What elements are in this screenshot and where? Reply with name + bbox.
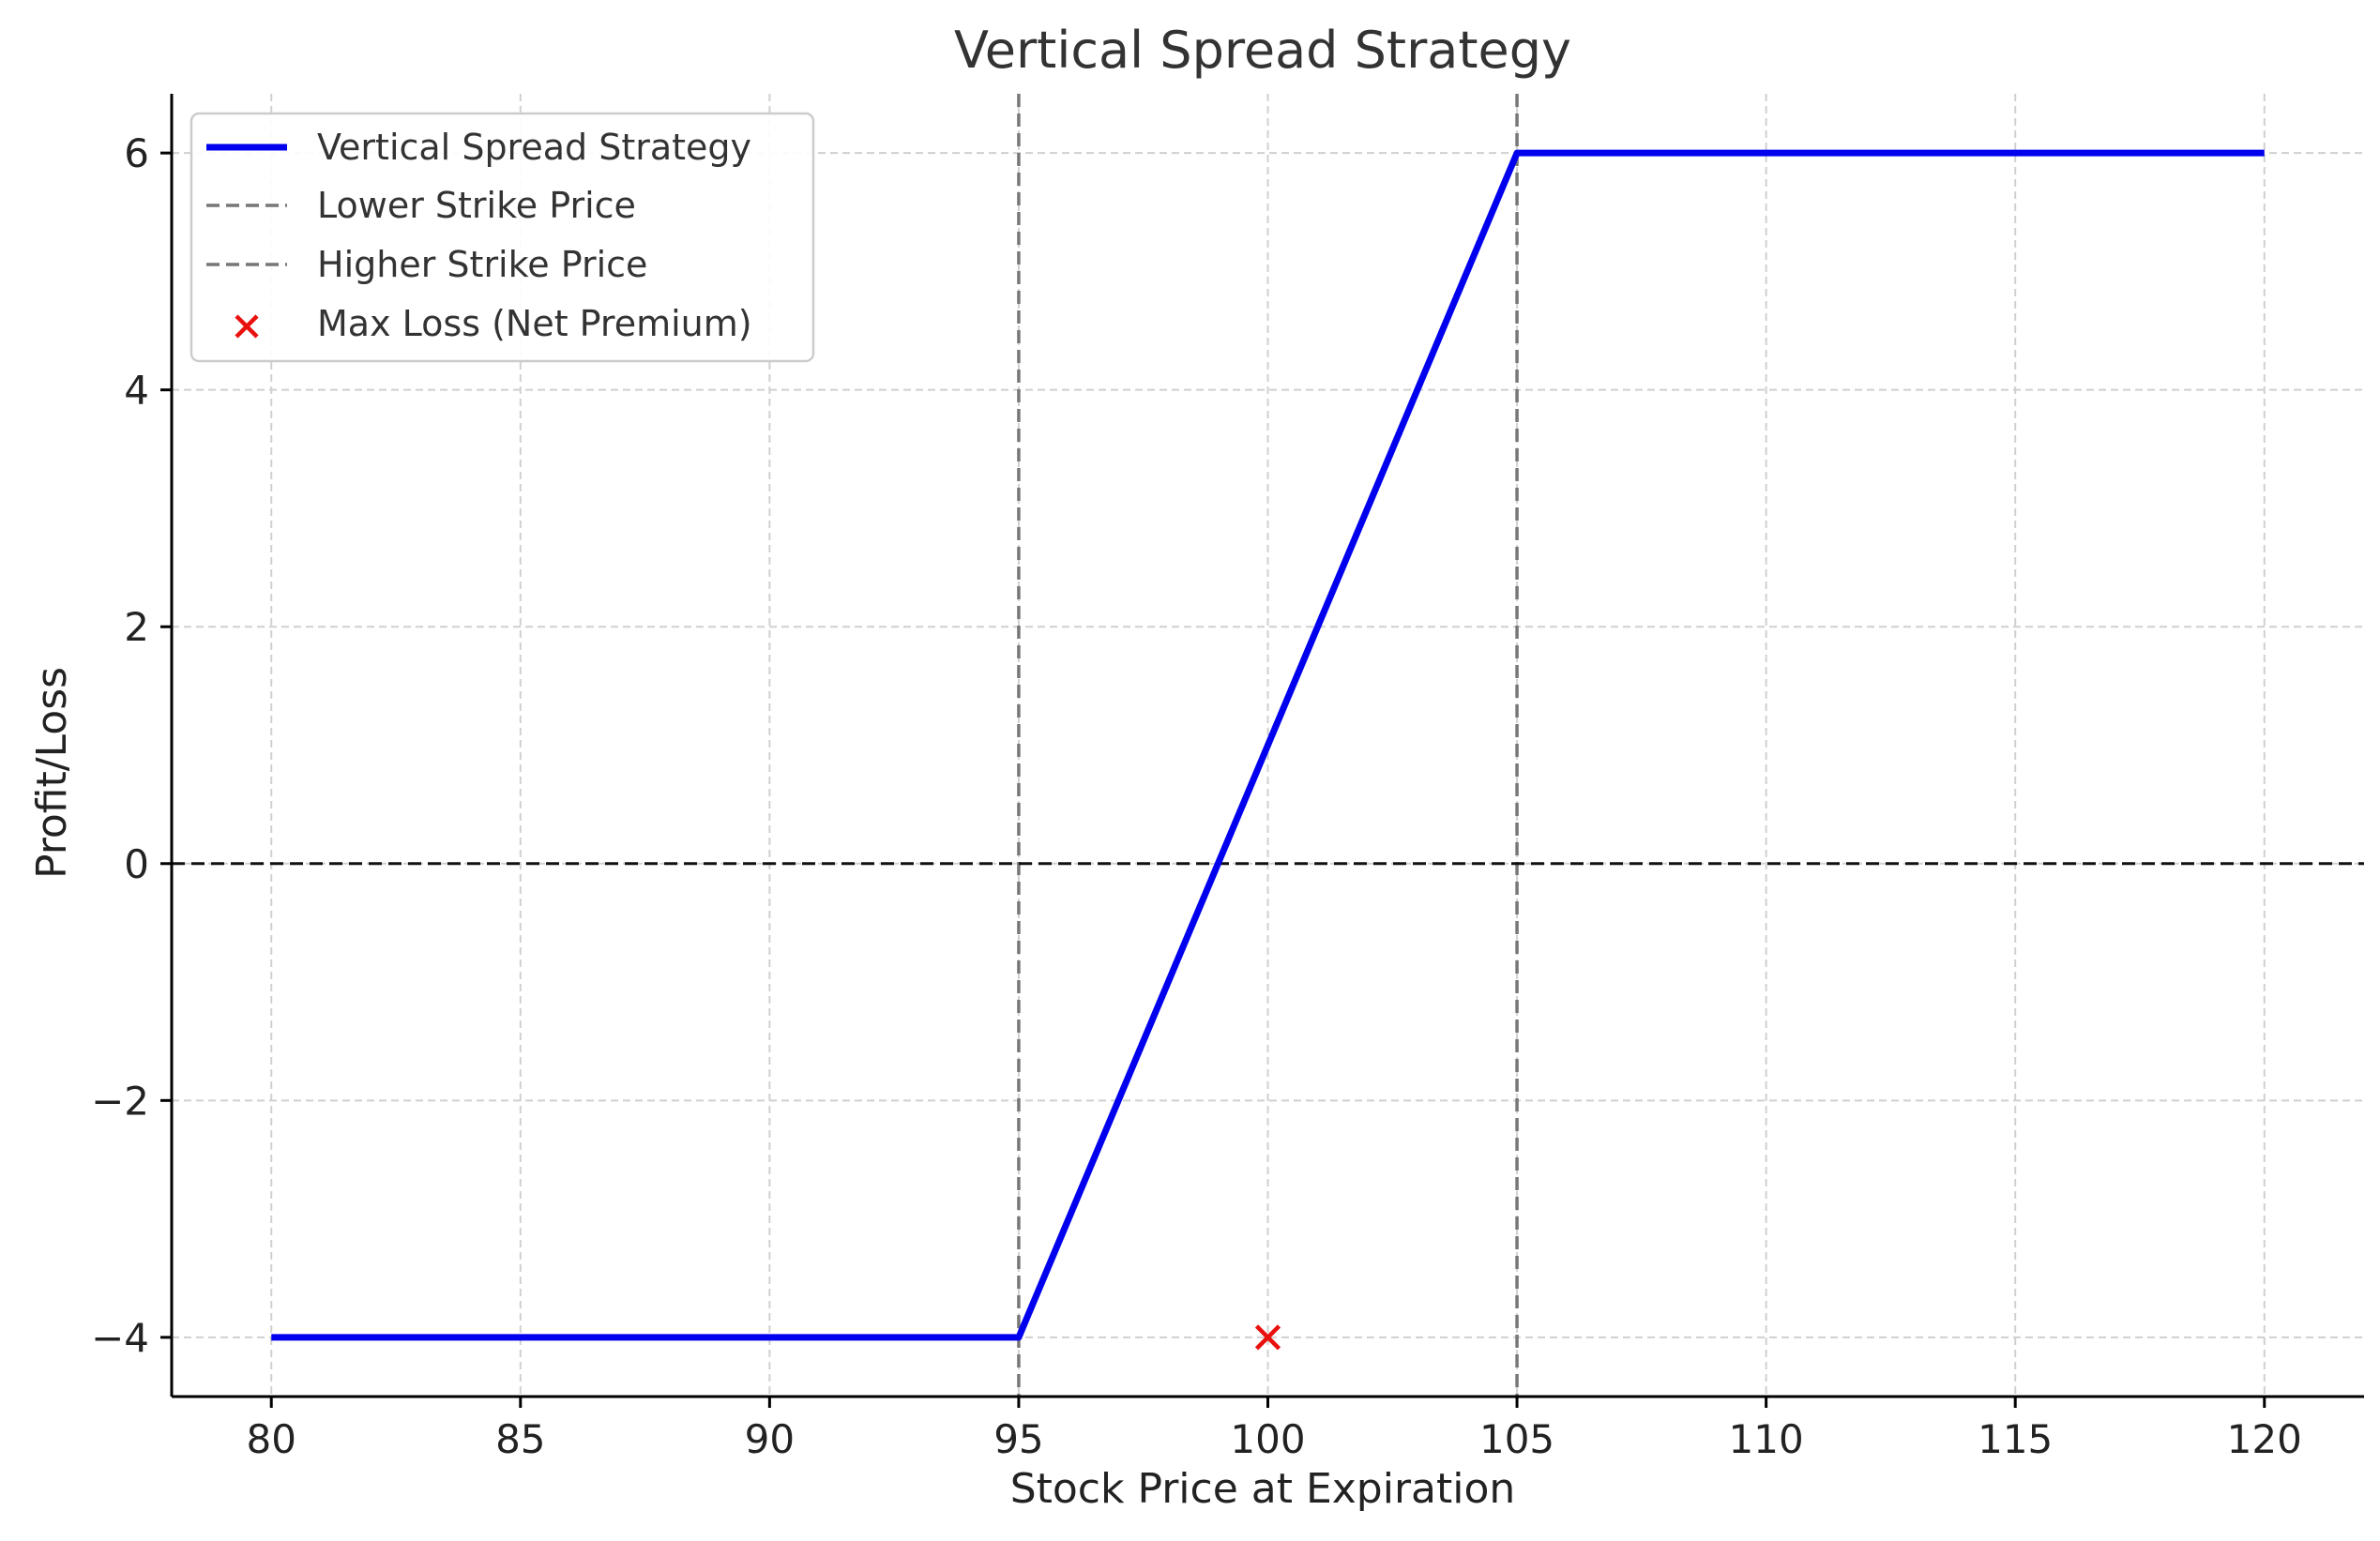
legend-label: Max Loss (Net Premium) <box>317 303 752 344</box>
x-axis-label: Stock Price at Expiration <box>1010 1465 1516 1513</box>
x-tick-label: 120 <box>2227 1416 2302 1462</box>
x-tick-label: 110 <box>1729 1416 1804 1462</box>
legend-label: Vertical Spread Strategy <box>317 127 751 168</box>
x-tick-label: 95 <box>993 1416 1043 1462</box>
legend-swatch-marker-stroke-b <box>235 314 259 339</box>
reference-lines <box>172 94 2364 1397</box>
legend-swatch-marker <box>235 314 259 339</box>
x-tick-label: 100 <box>1230 1416 1305 1462</box>
y-tick-label: −2 <box>91 1078 149 1124</box>
legend-label: Lower Strike Price <box>317 185 636 226</box>
ticks: 80 85 90 95 100 105 110 115 120 −4 −2 0 2 4 6 <box>91 130 2302 1462</box>
y-tick-label: −4 <box>91 1315 149 1361</box>
x-tick-label: 80 <box>247 1416 296 1462</box>
marker-point-1-stroke-b <box>1254 1324 1281 1351</box>
y-axis-label: Profit/Loss <box>28 667 76 879</box>
marker-point-1 <box>1254 1324 1281 1351</box>
legend-entry-2: Lower Strike Price <box>206 185 636 226</box>
legend-entry-3: Higher Strike Price <box>206 244 647 285</box>
legend: Vertical Spread Strategy Lower Strike Pri… <box>189 112 815 363</box>
chart-title: Vertical Spread Strategy <box>954 21 1571 80</box>
series-line-1 <box>271 149 2265 1341</box>
x-tick-label: 85 <box>495 1416 545 1462</box>
legend-entry-1: Vertical Spread Strategy <box>206 127 751 168</box>
y-tick-label: 4 <box>124 368 149 414</box>
legend-box <box>189 112 815 363</box>
y-tick-label: 6 <box>124 130 149 176</box>
y-tick-label: 2 <box>124 604 149 650</box>
x-tick-label: 115 <box>1978 1416 2053 1462</box>
legend-entry-4: Max Loss (Net Premium) <box>235 303 752 344</box>
markers <box>1254 1324 1281 1351</box>
legend-label: Higher Strike Price <box>317 244 647 285</box>
x-tick-label: 90 <box>745 1416 795 1462</box>
x-tick-label: 105 <box>1479 1416 1554 1462</box>
series <box>271 149 2265 1341</box>
y-tick-label: 0 <box>124 841 149 887</box>
